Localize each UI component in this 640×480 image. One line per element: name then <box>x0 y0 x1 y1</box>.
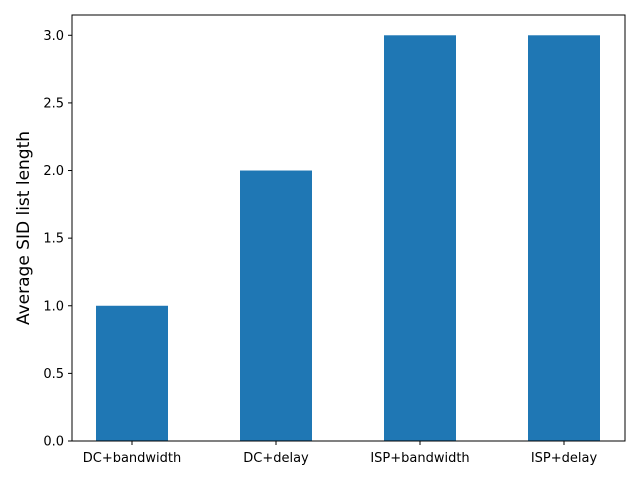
y-tick-label-4: 2.0 <box>43 164 64 179</box>
plot-frame <box>71 14 626 442</box>
bars-group <box>96 35 600 442</box>
x-axis: DC+bandwidth DC+delay ISP+bandwidth ISP+del… <box>83 441 598 466</box>
y-tick-label-1: 0.5 <box>43 367 64 382</box>
bar-0 <box>96 305 168 441</box>
bar-3 <box>528 35 600 442</box>
x-tick-label-2: ISP+bandwidth <box>370 451 469 466</box>
y-tick-label-0: 0.0 <box>43 435 64 450</box>
x-tick-label-1: DC+delay <box>243 451 309 466</box>
y-axis-title: Average SID list length <box>14 131 34 325</box>
bar-1 <box>240 170 312 441</box>
x-tick-label-3: ISP+delay <box>531 451 598 466</box>
y-tick-label-2: 1.0 <box>43 299 64 314</box>
y-tick-label-5: 2.5 <box>43 96 64 111</box>
x-tick-label-0: DC+bandwidth <box>83 451 182 466</box>
y-tick-label-6: 3.0 <box>43 29 64 44</box>
y-axis: 0.0 0.5 1.0 1.5 2.0 2.5 3.0 <box>43 29 72 450</box>
y-tick-label-3: 1.5 <box>43 232 64 247</box>
bar-2 <box>384 35 456 442</box>
